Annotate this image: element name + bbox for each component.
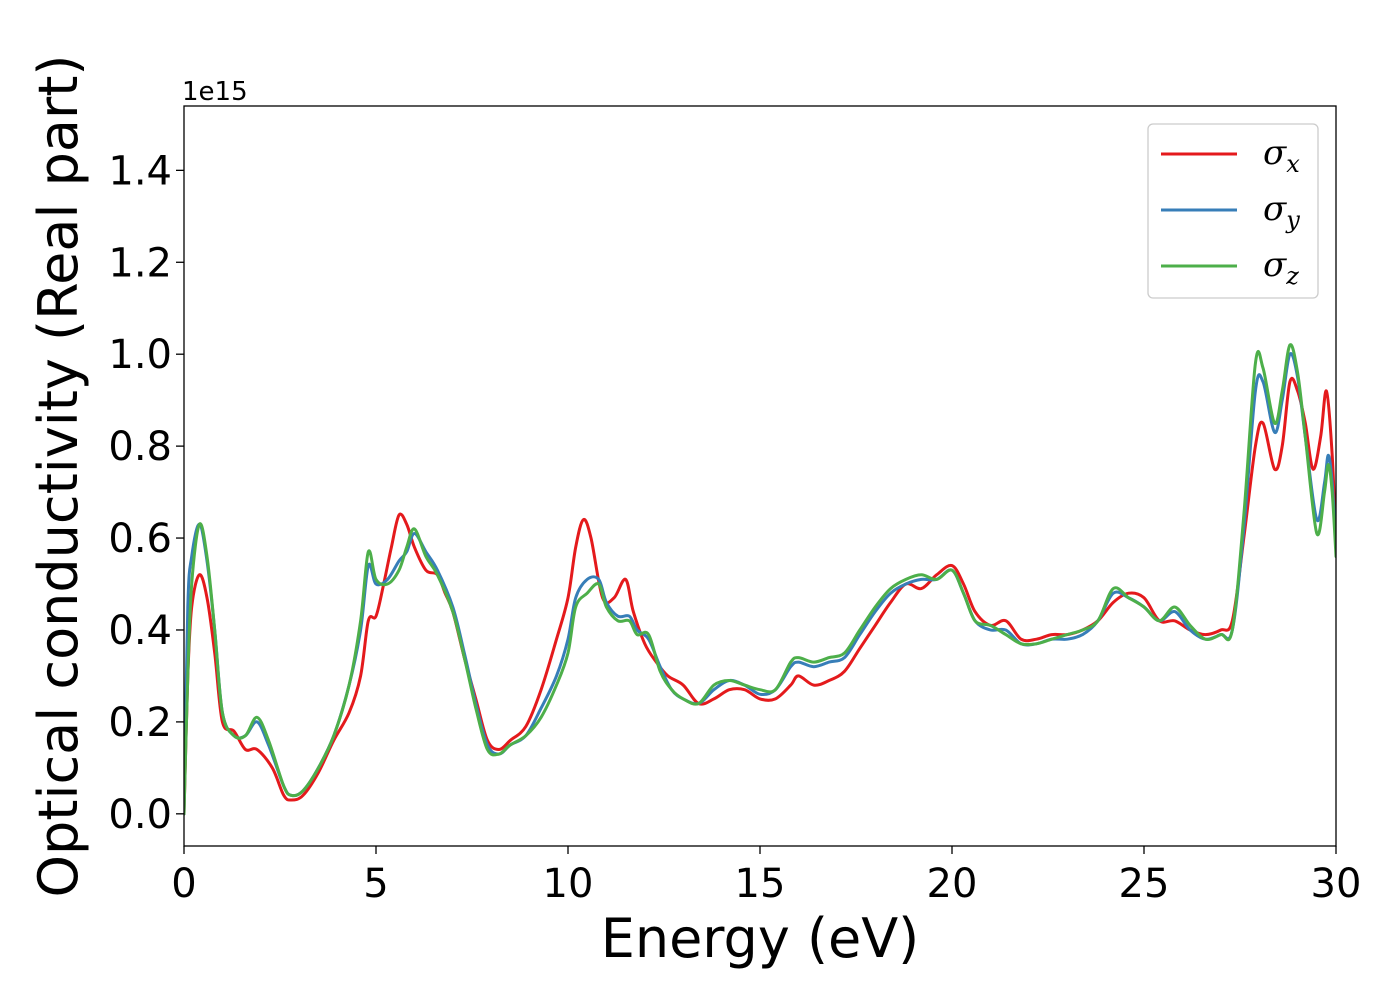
y-axis-ticks: 0.0 0.2 0.4 0.6 0.8 1.0 1.2 1.4 — [108, 148, 184, 838]
legend-label-y: σy — [1263, 189, 1300, 234]
x-axis-title: Energy (eV) — [601, 907, 920, 970]
y-tick-label: 1.4 — [108, 148, 172, 194]
x-tick-label: 5 — [363, 861, 388, 907]
y-axis-title: Optical conductivity (Real part) — [27, 55, 90, 898]
y-tick-label: 0.0 — [108, 792, 172, 838]
x-tick-label: 30 — [1311, 861, 1362, 907]
series-layer — [184, 343, 1336, 816]
y-tick-label: 0.2 — [108, 700, 172, 746]
y-tick-label: 0.6 — [108, 516, 172, 562]
y-tick-label: 0.8 — [108, 424, 172, 470]
x-tick-label: 25 — [1119, 861, 1170, 907]
x-tick-label: 15 — [735, 861, 786, 907]
y-offset-text: 1e15 — [182, 77, 248, 107]
x-tick-label: 20 — [927, 861, 978, 907]
y-tick-label: 1.0 — [108, 332, 172, 378]
series-line-z — [184, 343, 1336, 816]
y-tick-label: 1.2 — [108, 240, 172, 286]
x-axis-ticks: 0 5 10 15 20 25 30 — [171, 846, 1361, 907]
x-tick-label: 10 — [543, 861, 594, 907]
legend-label-x: σx — [1263, 133, 1300, 178]
legend: σx σy σz — [1147, 123, 1319, 299]
x-tick-label: 0 — [171, 861, 196, 907]
y-tick-label: 0.4 — [108, 608, 172, 654]
legend-label-z: σz — [1263, 245, 1299, 290]
